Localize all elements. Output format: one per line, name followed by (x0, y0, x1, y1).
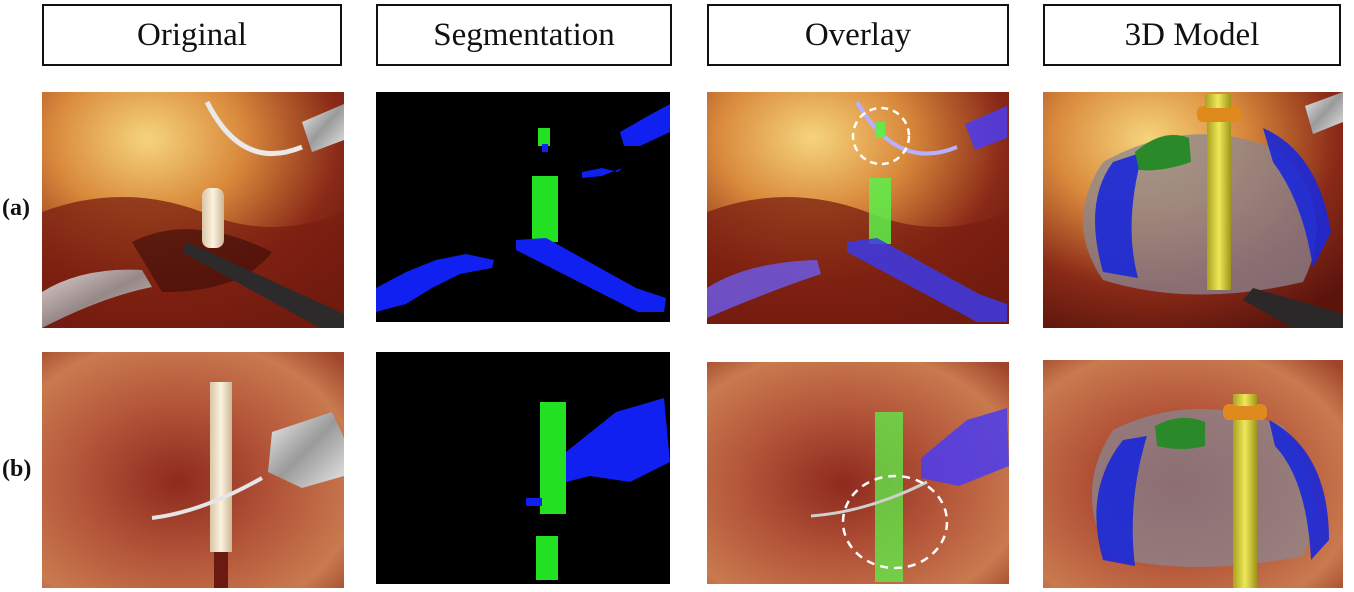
column-header-overlay: Overlay (707, 4, 1009, 66)
original-image-a (42, 92, 344, 328)
overlay-image-a (707, 92, 1009, 324)
column-header-original: Original (42, 4, 342, 66)
segmentation-mask-a (376, 92, 670, 322)
segmentation-mask-b (376, 352, 670, 584)
column-header-3d-model: 3D Model (1043, 4, 1341, 66)
overlay-image-b (707, 362, 1009, 584)
3d-model-render-a (1043, 92, 1343, 328)
row-label-b: (b) (2, 456, 32, 482)
original-image-b (42, 352, 344, 588)
3d-model-render-b (1043, 360, 1343, 588)
row-label-a: (a) (2, 195, 30, 221)
column-header-segmentation: Segmentation (376, 4, 672, 66)
